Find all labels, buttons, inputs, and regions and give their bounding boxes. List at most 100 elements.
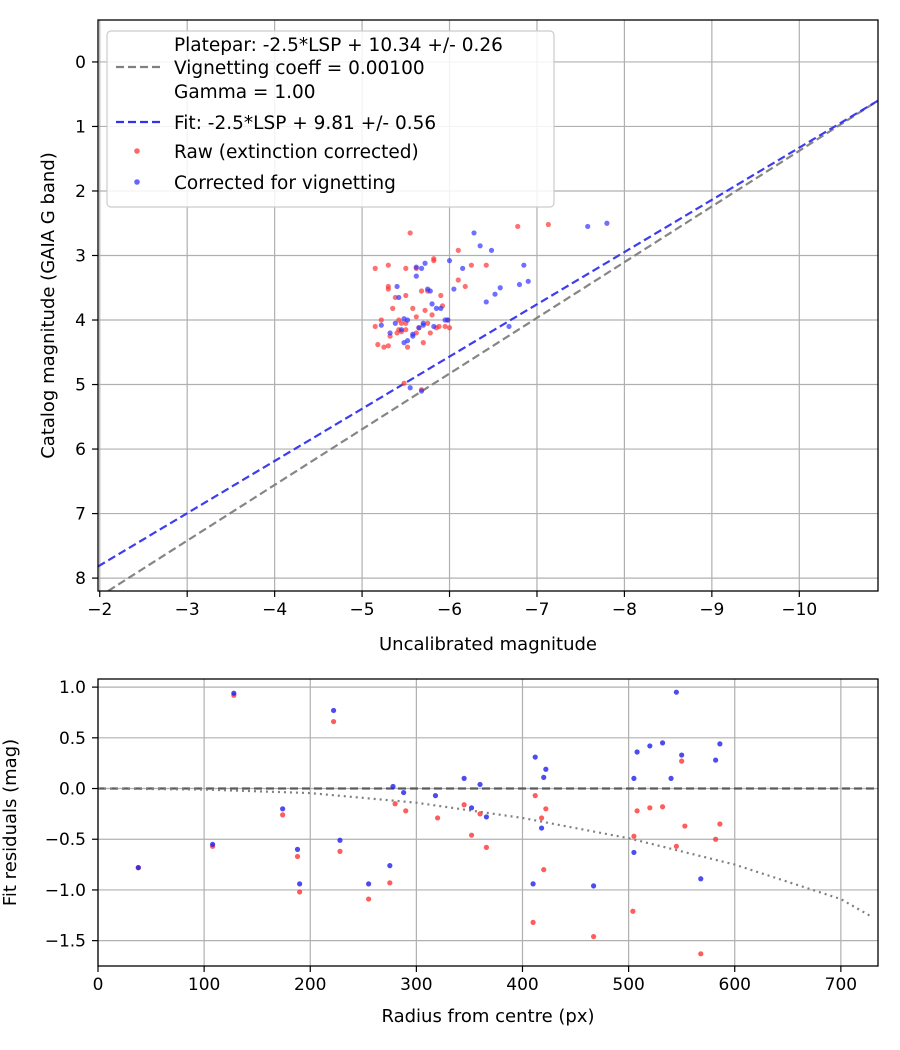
data-point: [431, 323, 437, 330]
axes-frame: [97, 19, 879, 592]
data-point: [431, 256, 437, 262]
data-point: [442, 323, 448, 330]
y-tick-label: 7: [75, 505, 86, 525]
data-point: [432, 793, 439, 799]
data-point: [538, 825, 545, 831]
data-point: [515, 223, 521, 230]
y-tick-label: 4: [75, 311, 86, 331]
plot-content: [98, 689, 878, 957]
data-point: [429, 301, 435, 307]
y-tick-label: −1.0: [45, 881, 86, 901]
data-point: [418, 265, 425, 271]
data-point: [717, 821, 723, 827]
y-axis-label: Catalog magnitude (GAIA G band): [38, 152, 59, 459]
data-point: [468, 805, 475, 811]
data-point: [455, 247, 461, 253]
data-point: [398, 327, 405, 333]
data-point: [647, 805, 653, 811]
y-tick-label: 0.5: [59, 729, 86, 749]
series-raw: [372, 221, 551, 393]
data-point: [404, 317, 411, 323]
data-point: [378, 317, 384, 323]
data-point: [381, 344, 387, 350]
data-point: [418, 288, 425, 294]
data-point: [135, 865, 141, 871]
x-tick-label: 100: [188, 975, 220, 995]
data-point: [375, 341, 381, 348]
data-point: [477, 781, 483, 788]
data-point: [679, 758, 685, 764]
line-vignetting-model: [98, 787, 874, 919]
data-point: [506, 323, 512, 330]
residuals-plot: 0 100 200 300 400 500 600 700 1.0 0.5 0.0 −0.5 −1.0 −…: [0, 678, 879, 1027]
y-axis-label: Fit residuals (mag): [0, 739, 21, 906]
series-raw: [135, 692, 723, 957]
data-point: [590, 883, 597, 889]
data-point: [372, 323, 378, 330]
data-point: [647, 743, 653, 749]
x-tick-label: −6: [437, 600, 462, 620]
data-point: [422, 260, 428, 266]
data-point: [330, 718, 337, 725]
data-point: [545, 221, 551, 228]
data-point: [532, 754, 538, 760]
y-tick-label: 6: [75, 440, 86, 460]
axes-frame: [97, 678, 879, 967]
data-point: [477, 811, 483, 817]
data-point: [427, 288, 433, 294]
x-axis-label: Uncalibrated magnitude: [379, 634, 597, 655]
data-point: [413, 273, 419, 279]
y-tick-label: 0: [75, 53, 86, 73]
data-point: [294, 846, 301, 852]
x-tick-label: 700: [825, 975, 857, 995]
data-point: [541, 774, 547, 780]
data-point: [492, 291, 498, 297]
data-point: [483, 844, 490, 850]
data-point: [468, 832, 475, 838]
data-point: [455, 277, 461, 283]
legend-label: Vignetting coeff = 0.00100: [174, 58, 425, 79]
data-point: [659, 740, 666, 746]
data-point: [543, 766, 549, 772]
data-point: [434, 815, 441, 821]
data-point: [438, 292, 444, 299]
series-corrected: [135, 689, 723, 889]
data-point: [631, 775, 637, 781]
data-point: [461, 775, 467, 781]
x-tick-label: −10: [781, 600, 817, 620]
data-point: [280, 812, 286, 818]
legend-label: Gamma = 1.00: [174, 82, 316, 103]
data-point: [410, 333, 416, 339]
x-tick-label: −2: [87, 600, 112, 620]
data-point: [420, 340, 426, 346]
data-point: [543, 806, 549, 812]
data-point: [521, 262, 527, 268]
legend-label: Fit: -2.5*LSP + 9.81 +/- 0.56: [174, 113, 436, 134]
plot-content: [98, 99, 878, 591]
y-tick-label: 3: [75, 246, 86, 266]
y-tick-label: 2: [75, 182, 86, 202]
data-point: [366, 881, 372, 887]
data-point: [392, 320, 398, 326]
data-point: [404, 344, 411, 350]
data-point: [337, 837, 343, 843]
y-tick-label: 8: [75, 569, 86, 589]
x-tick-label: 0: [93, 975, 104, 995]
data-point: [532, 793, 538, 799]
data-point: [483, 262, 489, 268]
x-tick-label: 400: [506, 975, 538, 995]
y-tick-label: −0.5: [45, 830, 86, 850]
data-point: [717, 741, 723, 747]
series-corrected: [378, 220, 610, 394]
data-point: [713, 757, 719, 763]
x-tick-label: −4: [262, 600, 287, 620]
data-point: [401, 380, 407, 386]
data-point: [446, 325, 453, 331]
data-point: [410, 305, 416, 311]
data-point: [530, 919, 536, 925]
legend-swatch-dot: [134, 148, 140, 154]
data-point: [413, 314, 419, 320]
legend-swatch-dot: [134, 179, 140, 185]
data-point: [390, 305, 396, 311]
data-point: [420, 322, 426, 328]
